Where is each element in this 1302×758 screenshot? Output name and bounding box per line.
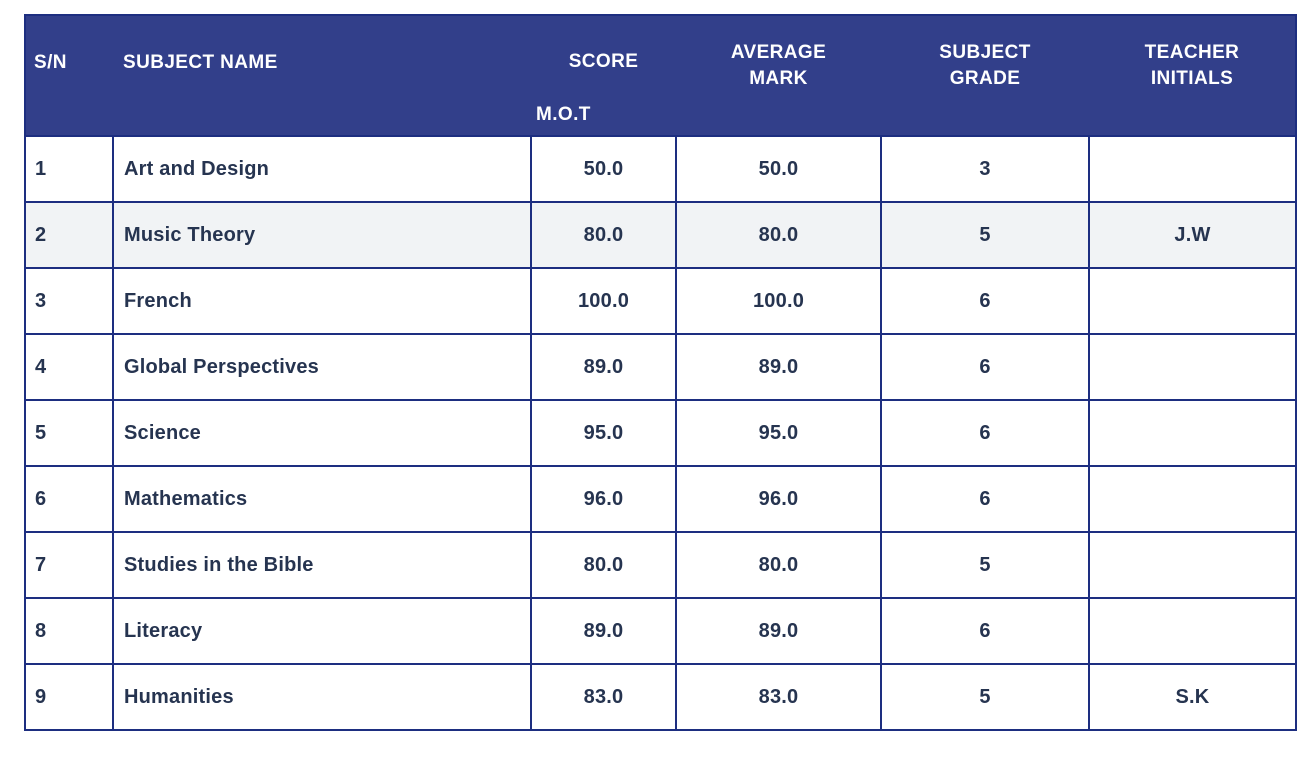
column-header-subject-name: SUBJECT NAME — [113, 15, 531, 136]
subject-name-cell: Art and Design — [112, 135, 532, 203]
average-mark-cell: 96.0 — [675, 465, 882, 533]
teacher-initials-cell — [1088, 135, 1297, 203]
teacher-header-line1: TEACHER — [1144, 42, 1240, 63]
average-mark-cell: 80.0 — [675, 531, 882, 599]
sn-cell: 3 — [24, 267, 114, 335]
table-row: 5 Science 95.0 95.0 6 — [24, 399, 1297, 467]
teacher-initials-cell: S.K — [1088, 663, 1297, 731]
average-mark-cell: 83.0 — [675, 663, 882, 731]
average-header-line2: MARK — [749, 68, 808, 89]
score-cell: 83.0 — [530, 663, 677, 731]
sn-cell: 1 — [24, 135, 114, 203]
score-cell: 80.0 — [530, 531, 677, 599]
teacher-initials-cell — [1088, 531, 1297, 599]
sn-cell: 9 — [24, 663, 114, 731]
subject-grade-cell: 6 — [880, 597, 1090, 665]
subject-name-cell: French — [112, 267, 532, 335]
column-header-teacher-initials: TEACHER INITIALS — [1089, 15, 1296, 136]
average-mark-cell: 50.0 — [675, 135, 882, 203]
grade-header-line2: GRADE — [949, 68, 1021, 89]
table-header-row: S/N SUBJECT NAME SCORE M.O.T AVERAGE MAR… — [25, 15, 1296, 136]
score-cell: 89.0 — [530, 333, 677, 401]
subject-name-cell: Science — [112, 399, 532, 467]
score-cell: 89.0 — [530, 597, 677, 665]
subject-grade-cell: 3 — [880, 135, 1090, 203]
teacher-initials-cell: J.W — [1088, 201, 1297, 269]
teacher-initials-cell — [1088, 267, 1297, 335]
subject-grade-cell: 6 — [880, 333, 1090, 401]
column-header-score-mot: SCORE M.O.T — [531, 15, 676, 136]
subject-grade-cell: 6 — [880, 267, 1090, 335]
score-cell: 96.0 — [530, 465, 677, 533]
column-header-average-mark: AVERAGE MARK — [676, 15, 881, 136]
sn-cell: 7 — [24, 531, 114, 599]
average-mark-cell: 100.0 — [675, 267, 882, 335]
average-mark-cell: 80.0 — [675, 201, 882, 269]
subject-name-cell: Music Theory — [112, 201, 532, 269]
subject-grade-cell: 5 — [880, 663, 1090, 731]
column-header-subject-grade: SUBJECT GRADE — [881, 15, 1089, 136]
grade-header-line1: SUBJECT — [939, 42, 1031, 63]
table-row: 6 Mathematics 96.0 96.0 6 — [24, 465, 1297, 533]
table-row: 4 Global Perspectives 89.0 89.0 6 — [24, 333, 1297, 401]
table-row: 1 Art and Design 50.0 50.0 3 — [24, 135, 1297, 203]
average-header-line1: AVERAGE — [730, 42, 827, 63]
subject-name-cell: Global Perspectives — [112, 333, 532, 401]
score-cell: 100.0 — [530, 267, 677, 335]
table-row: 8 Literacy 89.0 89.0 6 — [24, 597, 1297, 665]
table-row: 9 Humanities 83.0 83.0 5 S.K — [24, 663, 1297, 731]
teacher-initials-cell — [1088, 333, 1297, 401]
table-row-highlighted: 2 Music Theory 80.0 80.0 5 J.W — [24, 201, 1297, 269]
subject-name-cell: Mathematics — [112, 465, 532, 533]
sn-cell: 6 — [24, 465, 114, 533]
subject-grade-cell: 5 — [880, 201, 1090, 269]
teacher-header-line2: INITIALS — [1150, 68, 1234, 89]
teacher-initials-cell — [1088, 399, 1297, 467]
sn-cell: 5 — [24, 399, 114, 467]
subject-grade-cell: 6 — [880, 399, 1090, 467]
score-header-line: SCORE — [568, 51, 639, 72]
subject-name-cell: Humanities — [112, 663, 532, 731]
table-row: 3 French 100.0 100.0 6 — [24, 267, 1297, 335]
average-mark-cell: 95.0 — [675, 399, 882, 467]
average-mark-cell: 89.0 — [675, 597, 882, 665]
teacher-initials-cell — [1088, 465, 1297, 533]
score-cell: 80.0 — [530, 201, 677, 269]
score-cell: 50.0 — [530, 135, 677, 203]
sn-cell: 2 — [24, 201, 114, 269]
mot-header-line: M.O.T — [536, 104, 591, 125]
teacher-initials-cell — [1088, 597, 1297, 665]
subject-grade-cell: 6 — [880, 465, 1090, 533]
table-row: 7 Studies in the Bible 80.0 80.0 5 — [24, 531, 1297, 599]
column-header-sn: S/N — [25, 15, 113, 136]
subject-name-cell: Literacy — [112, 597, 532, 665]
sn-cell: 8 — [24, 597, 114, 665]
subject-grade-cell: 5 — [880, 531, 1090, 599]
subject-name-cell: Studies in the Bible — [112, 531, 532, 599]
score-cell: 95.0 — [530, 399, 677, 467]
sn-cell: 4 — [24, 333, 114, 401]
average-mark-cell: 89.0 — [675, 333, 882, 401]
subject-marks-table: S/N SUBJECT NAME SCORE M.O.T AVERAGE MAR… — [24, 14, 1297, 731]
